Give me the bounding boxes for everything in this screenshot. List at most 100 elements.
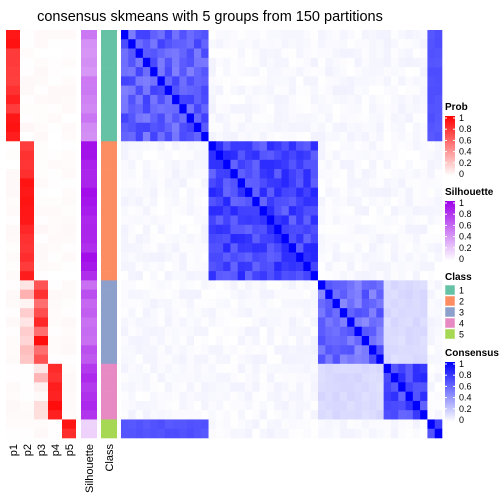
consensus-legend-tick-label: 0.6 (459, 381, 472, 391)
consensus-cell (150, 132, 158, 142)
consensus-cell (201, 85, 209, 96)
consensus-cell (296, 76, 304, 86)
consensus-cell (150, 48, 158, 59)
prob-cell (34, 428, 48, 439)
consensus-cell (332, 67, 341, 77)
prob-cell (48, 345, 62, 355)
consensus-cell (274, 271, 282, 281)
consensus-cell (361, 234, 370, 244)
column-label-class: Class (104, 444, 116, 472)
consensus-cell (201, 345, 209, 355)
consensus-cell (245, 298, 253, 309)
consensus-cell (303, 48, 311, 59)
prob-cell (62, 289, 76, 300)
consensus-cell (354, 345, 363, 355)
consensus-cell (215, 187, 224, 198)
consensus-cell (303, 178, 311, 188)
consensus-cell (303, 410, 311, 420)
consensus-cell (325, 336, 333, 346)
consensus-cell (317, 30, 326, 40)
consensus-cell (332, 419, 341, 430)
prob-cell (34, 206, 48, 216)
consensus-cell (288, 141, 297, 151)
consensus-cell (347, 113, 355, 124)
consensus-cell (405, 317, 414, 328)
consensus-cell (383, 234, 392, 244)
class-legend-swatch-1 (444, 284, 456, 296)
consensus-cell (339, 428, 348, 439)
consensus-cell (281, 363, 290, 374)
consensus-cell (325, 373, 333, 383)
consensus-cell (186, 39, 195, 49)
consensus-cell (215, 261, 224, 272)
consensus-cell (434, 336, 443, 346)
consensus-cell (339, 206, 348, 216)
prob-cell (48, 76, 62, 86)
consensus-cell (405, 196, 414, 207)
consensus-cell (325, 400, 333, 411)
consensus-cell (325, 178, 333, 188)
consensus-cell (186, 363, 195, 374)
consensus-cell (420, 289, 428, 300)
consensus-cell (390, 289, 399, 300)
prob-cell (34, 298, 48, 309)
consensus-cell (201, 419, 209, 430)
consensus-cell (427, 67, 436, 77)
consensus-cell (369, 159, 377, 170)
consensus-cell (230, 317, 239, 328)
consensus-cell (157, 336, 166, 346)
consensus-cell (266, 234, 275, 244)
consensus-cell (135, 289, 144, 300)
consensus-cell (245, 419, 253, 430)
consensus-cell (142, 428, 151, 439)
consensus-cell (296, 187, 304, 198)
consensus-cell (296, 159, 304, 170)
consensus-cell (193, 391, 202, 402)
consensus-cell (412, 373, 421, 383)
consensus-cell (135, 132, 144, 142)
consensus-cell (215, 224, 224, 235)
consensus-cell (281, 122, 290, 133)
class-cell (101, 410, 117, 420)
consensus-cell (281, 85, 290, 96)
consensus-cell (412, 224, 421, 235)
consensus-cell (347, 57, 355, 68)
consensus-cell (420, 196, 428, 207)
consensus-cell (310, 234, 319, 244)
consensus-cell (172, 30, 180, 40)
consensus-cell (128, 224, 136, 235)
consensus-cell (310, 382, 319, 392)
consensus-cell (390, 94, 399, 105)
consensus-cell (347, 243, 355, 253)
consensus-cell (266, 85, 275, 96)
consensus-cell (405, 345, 414, 355)
consensus-cell (274, 363, 282, 374)
consensus-cell (237, 326, 246, 337)
consensus-cell (230, 39, 239, 49)
consensus-cell (164, 196, 173, 207)
consensus-cell (157, 48, 166, 59)
consensus-cell (332, 336, 341, 346)
consensus-cell (317, 271, 326, 281)
consensus-cell (259, 252, 268, 263)
prob-cell (62, 345, 76, 355)
consensus-cell (142, 113, 151, 124)
consensus-cell (121, 363, 129, 374)
prob-cell (62, 261, 76, 272)
consensus-cell (252, 48, 260, 59)
consensus-cell (369, 132, 377, 142)
consensus-cell (354, 400, 363, 411)
consensus-cell (172, 196, 180, 207)
consensus-cell (245, 57, 253, 68)
consensus-cell (296, 30, 304, 40)
consensus-cell (281, 326, 290, 337)
prob-cell (62, 206, 76, 216)
consensus-cell (135, 150, 144, 161)
consensus-cell (390, 215, 399, 226)
consensus-cell (420, 122, 428, 133)
consensus-cell (157, 354, 166, 365)
consensus-cell (186, 234, 195, 244)
consensus-cell (179, 289, 187, 300)
silhouette-cell (81, 308, 97, 318)
consensus-cell (332, 206, 341, 216)
